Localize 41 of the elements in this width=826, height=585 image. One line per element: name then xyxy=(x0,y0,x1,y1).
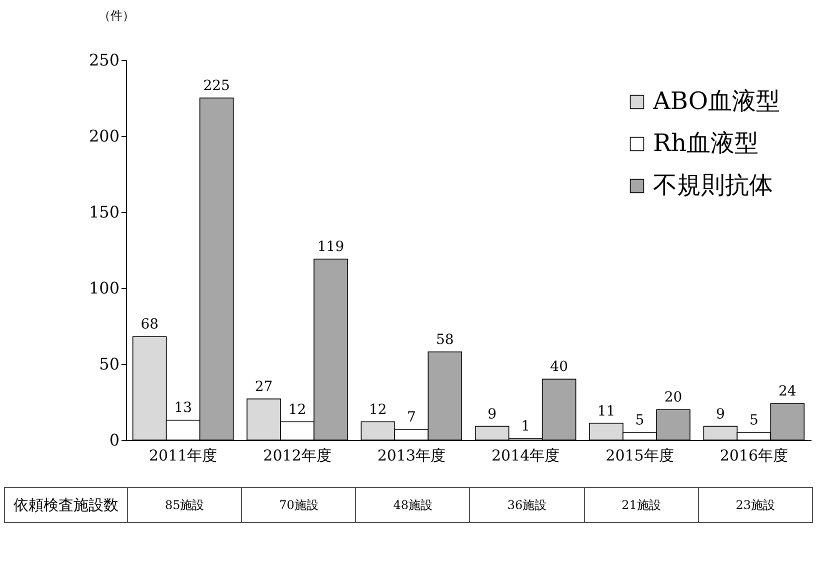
data-label: 5 xyxy=(749,412,758,428)
y-axis-title: （件） xyxy=(98,8,134,22)
legend-label: 不規則抗体 xyxy=(653,171,773,199)
text: 70施設 xyxy=(242,488,356,522)
x-tick-label: 2014年度 xyxy=(491,446,560,464)
data-label: 27 xyxy=(254,378,273,395)
data-label: 225 xyxy=(203,78,230,94)
data-label: 40 xyxy=(550,359,568,376)
text: 36施設 xyxy=(470,488,584,522)
text: 23施設 xyxy=(698,488,812,522)
y-tick-label: 200 xyxy=(88,126,120,146)
data-label: 24 xyxy=(778,384,796,400)
x-tick-label: 2011年度 xyxy=(148,446,218,464)
x-tick-label: 2012年度 xyxy=(263,446,332,464)
data-label: 13 xyxy=(174,400,192,416)
data-label: 58 xyxy=(436,332,454,348)
legend-label: Rh血液型 xyxy=(653,129,759,157)
data-label: 5 xyxy=(635,412,644,428)
data-label: 11 xyxy=(597,403,616,420)
data-label: 9 xyxy=(716,406,725,422)
text: 21施設 xyxy=(584,488,698,522)
data-label: 12 xyxy=(369,402,387,418)
y-tick-label: 250 xyxy=(88,50,120,70)
data-label: 12 xyxy=(288,402,306,418)
text: 85施設 xyxy=(128,488,242,522)
text: 48施設 xyxy=(356,488,470,522)
x-tick-label: 2016年度 xyxy=(720,446,788,464)
y-tick-label: 100 xyxy=(88,278,120,298)
data-label: 68 xyxy=(140,316,159,333)
data-label: 119 xyxy=(317,239,344,256)
data-label: 9 xyxy=(488,406,497,422)
data-label: 7 xyxy=(406,409,416,426)
data-label: 20 xyxy=(664,390,682,406)
text: 依頼検査施設数 xyxy=(4,488,128,522)
x-tick-label: 2013年度 xyxy=(377,446,446,464)
y-tick-label: 50 xyxy=(99,354,120,374)
x-tick-label: 2015年度 xyxy=(606,446,674,464)
data-label: 1 xyxy=(521,418,530,434)
y-tick-label: 0 xyxy=(109,430,120,450)
legend-label: ABO血液型 xyxy=(652,87,780,115)
y-tick-label: 150 xyxy=(88,202,120,222)
